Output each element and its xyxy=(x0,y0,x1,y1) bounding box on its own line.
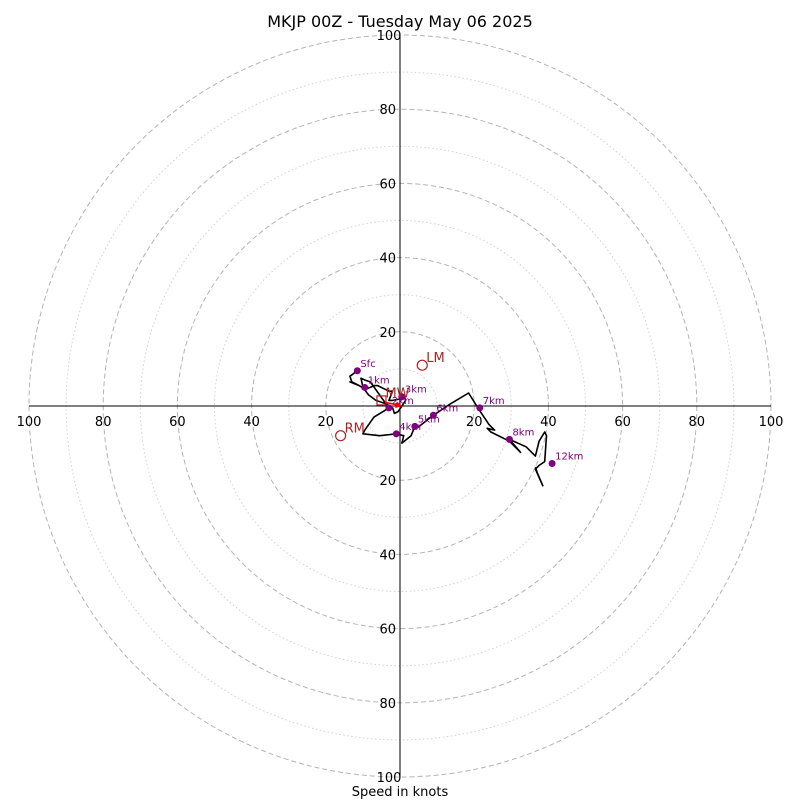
height-label-2km: 2km xyxy=(392,396,414,407)
mean-wind-label: MW xyxy=(385,386,409,401)
storm-motion-marker-rm xyxy=(335,430,347,442)
tick-left-80: 80 xyxy=(95,415,112,430)
tick-down-80: 80 xyxy=(379,697,396,712)
x-axis-label: Speed in knots xyxy=(352,785,449,800)
storm-motion-label-rm: RM xyxy=(345,422,365,437)
chart-title: MKJP 00Z - Tuesday May 06 2025 xyxy=(267,12,533,31)
tick-left-100: 100 xyxy=(17,415,42,430)
wind-trace xyxy=(349,370,548,487)
tick-up-60: 60 xyxy=(379,177,396,192)
tick-down-60: 60 xyxy=(379,623,396,638)
storm-motion-marker-lm xyxy=(416,359,428,371)
height-marker-5km xyxy=(411,422,419,430)
hodograph-trace-line xyxy=(349,370,548,487)
height-label-5km: 5km xyxy=(418,414,440,425)
storm-motion-markers: LM RM MW xyxy=(335,351,445,442)
height-label-12km: 12km xyxy=(555,452,583,463)
tick-up-20: 20 xyxy=(379,326,396,341)
mean-wind-arrow-head xyxy=(395,401,402,409)
tick-up-80: 80 xyxy=(379,103,396,118)
height-label-sfc: Sfc xyxy=(360,359,375,370)
tick-right-20: 20 xyxy=(466,415,483,430)
tick-right-60: 60 xyxy=(614,415,631,430)
height-label-3km: 3km xyxy=(405,385,427,396)
height-marker-8km xyxy=(505,435,513,443)
tick-labels: 20 20 20 20 40 40 40 40 60 60 60 60 80 80 80 80 100 100 10… xyxy=(17,29,784,786)
tick-left-40: 40 xyxy=(243,415,260,430)
tick-down-40: 40 xyxy=(379,548,396,563)
tick-down-20: 20 xyxy=(379,474,396,489)
height-marker-1km xyxy=(361,383,369,391)
height-label-4km: 4km xyxy=(399,422,421,433)
tick-right-40: 40 xyxy=(540,415,557,430)
height-label-7km: 7km xyxy=(483,396,505,407)
mean-wind-marker xyxy=(376,395,387,406)
height-marker-sfc xyxy=(353,367,361,375)
height-label-6km: 6km xyxy=(436,403,458,414)
storm-motion-label-lm: LM xyxy=(426,351,444,366)
height-marker-3km xyxy=(398,393,406,401)
tick-up-100: 100 xyxy=(377,29,402,44)
height-marker-7km xyxy=(476,404,484,412)
tick-left-60: 60 xyxy=(169,415,186,430)
tick-left-20: 20 xyxy=(318,415,335,430)
height-label-8km: 8km xyxy=(512,427,534,438)
tick-right-100: 100 xyxy=(759,415,784,430)
tick-up-40: 40 xyxy=(379,252,396,267)
height-marker-4km xyxy=(392,430,400,438)
tick-down-100: 100 xyxy=(377,771,402,786)
height-marker-6km xyxy=(429,411,437,419)
height-label-1km: 1km xyxy=(368,375,390,386)
height-marker-12km xyxy=(548,460,556,468)
tick-right-80: 80 xyxy=(689,415,706,430)
height-marker-2km xyxy=(385,404,393,412)
